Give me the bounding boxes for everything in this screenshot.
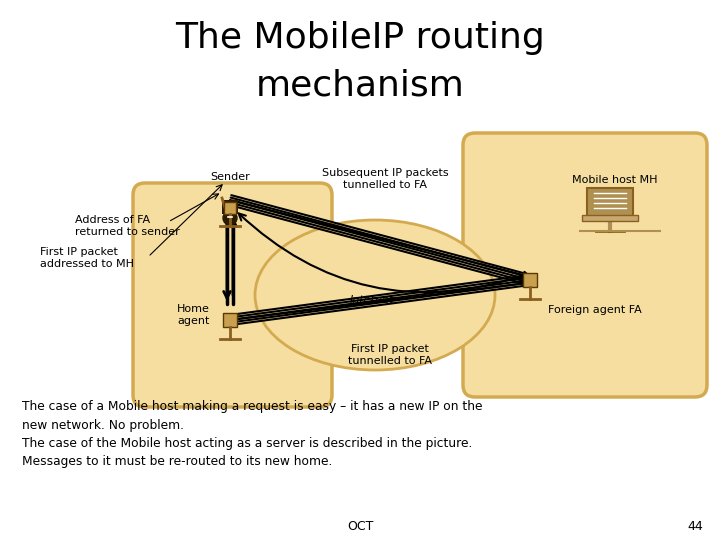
Text: The case of a Mobile host making a request is easy – it has a new IP on the
new : The case of a Mobile host making a reque… bbox=[22, 400, 482, 469]
Text: mechanism: mechanism bbox=[256, 68, 464, 102]
Text: First IP packet
addressed to MH: First IP packet addressed to MH bbox=[40, 247, 134, 268]
FancyBboxPatch shape bbox=[523, 273, 537, 287]
Text: First IP packet
tunnelled to FA: First IP packet tunnelled to FA bbox=[348, 344, 432, 366]
Text: Mobile host MH: Mobile host MH bbox=[572, 175, 658, 185]
Text: Internet: Internet bbox=[350, 295, 394, 305]
Text: OCT: OCT bbox=[347, 521, 373, 534]
Text: The MobileIP routing: The MobileIP routing bbox=[175, 21, 545, 55]
Text: Foreign agent FA: Foreign agent FA bbox=[548, 305, 642, 315]
FancyBboxPatch shape bbox=[222, 200, 238, 214]
FancyBboxPatch shape bbox=[582, 215, 638, 221]
Text: 44: 44 bbox=[687, 521, 703, 534]
Circle shape bbox=[223, 211, 237, 225]
Text: Address of FA
returned to sender: Address of FA returned to sender bbox=[75, 215, 180, 237]
FancyBboxPatch shape bbox=[463, 133, 707, 397]
Ellipse shape bbox=[255, 220, 495, 370]
FancyBboxPatch shape bbox=[587, 188, 633, 218]
Text: Home
agent: Home agent bbox=[177, 304, 210, 326]
Text: Subsequent IP packets
tunnelled to FA: Subsequent IP packets tunnelled to FA bbox=[322, 168, 449, 190]
FancyArrowPatch shape bbox=[239, 213, 522, 292]
FancyBboxPatch shape bbox=[224, 202, 236, 214]
Text: Sender: Sender bbox=[210, 172, 250, 182]
FancyBboxPatch shape bbox=[133, 183, 332, 407]
FancyBboxPatch shape bbox=[223, 313, 237, 327]
